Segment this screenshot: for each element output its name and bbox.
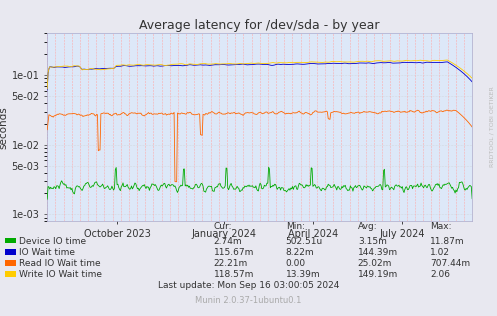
Text: 0.00: 0.00 (286, 259, 306, 268)
Text: Munin 2.0.37-1ubuntu0.1: Munin 2.0.37-1ubuntu0.1 (195, 296, 302, 305)
Text: 13.39m: 13.39m (286, 270, 321, 279)
Text: 8.22m: 8.22m (286, 248, 315, 257)
Text: IO Wait time: IO Wait time (19, 248, 75, 257)
Text: 2.74m: 2.74m (214, 237, 243, 246)
Text: Avg:: Avg: (358, 222, 377, 231)
Text: Write IO Wait time: Write IO Wait time (19, 270, 102, 279)
Text: Read IO Wait time: Read IO Wait time (19, 259, 100, 268)
Y-axis label: seconds: seconds (0, 106, 8, 149)
Text: 144.39m: 144.39m (358, 248, 398, 257)
Text: Last update: Mon Sep 16 03:00:05 2024: Last update: Mon Sep 16 03:00:05 2024 (158, 281, 339, 289)
Text: 502.51u: 502.51u (286, 237, 323, 246)
Title: Average latency for /dev/sda - by year: Average latency for /dev/sda - by year (140, 19, 380, 32)
Text: Cur:: Cur: (214, 222, 232, 231)
Text: Device IO time: Device IO time (19, 237, 86, 246)
Text: Max:: Max: (430, 222, 451, 231)
Text: 25.02m: 25.02m (358, 259, 392, 268)
Text: 3.15m: 3.15m (358, 237, 387, 246)
Text: Min:: Min: (286, 222, 305, 231)
Text: 11.87m: 11.87m (430, 237, 465, 246)
Text: 22.21m: 22.21m (214, 259, 248, 268)
Text: RRDTOOL / TOBI OETIKER: RRDTOOL / TOBI OETIKER (490, 86, 495, 167)
Text: 115.67m: 115.67m (214, 248, 254, 257)
Text: 118.57m: 118.57m (214, 270, 254, 279)
Text: 1.02: 1.02 (430, 248, 450, 257)
Text: 149.19m: 149.19m (358, 270, 398, 279)
Text: 707.44m: 707.44m (430, 259, 470, 268)
Text: 2.06: 2.06 (430, 270, 450, 279)
